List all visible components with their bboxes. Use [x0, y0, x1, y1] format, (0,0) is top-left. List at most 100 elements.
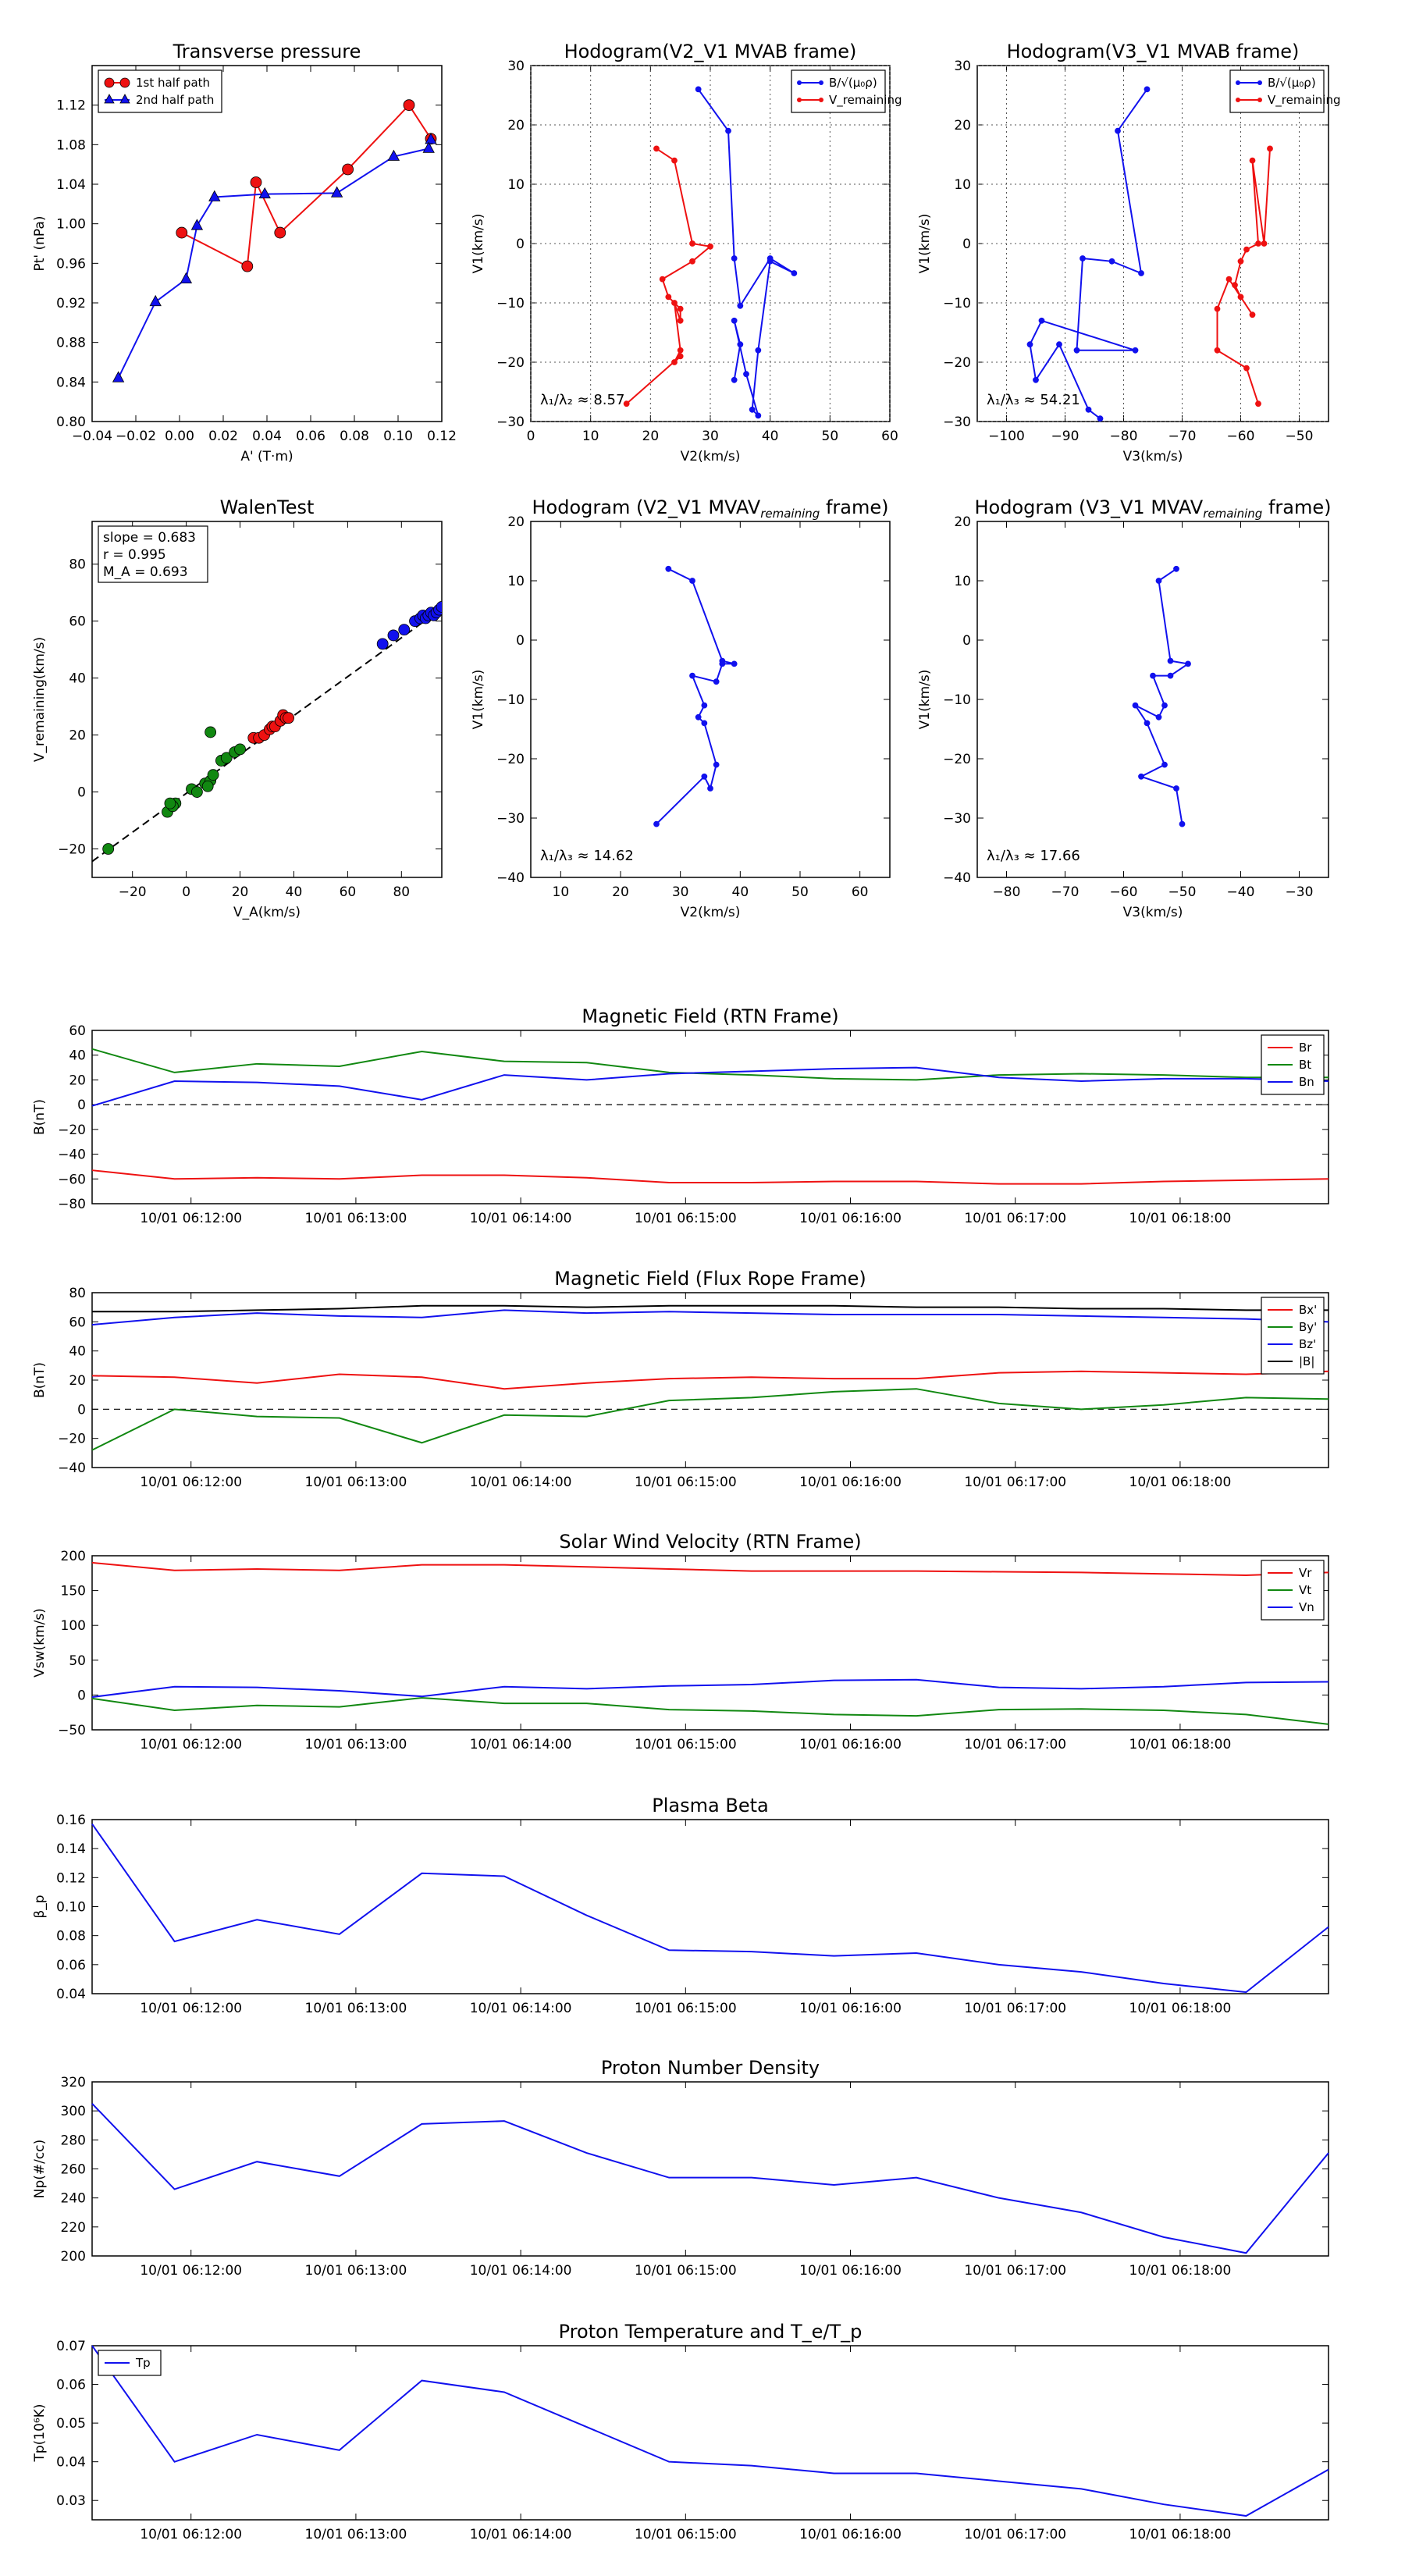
- y-tick-label: −30: [943, 811, 971, 827]
- series-line: [1133, 568, 1190, 824]
- data-point: [1167, 657, 1174, 664]
- data-point: [234, 743, 246, 756]
- x-tick-label: 30: [672, 884, 689, 900]
- series-line: [1029, 88, 1148, 419]
- legend-marker: [819, 80, 823, 85]
- data-point: [1115, 127, 1121, 134]
- y-tick-label: 10: [507, 574, 525, 589]
- x-tick-label: −20: [119, 884, 147, 900]
- data-point: [659, 276, 666, 283]
- data-point: [112, 371, 125, 382]
- x-tick-label: −50: [1168, 884, 1197, 900]
- time-tick-label: 10/01 06:14:00: [470, 1737, 572, 1752]
- data-point: [398, 624, 411, 636]
- legend-marker: [104, 94, 115, 104]
- x-tick-label: 40: [762, 429, 779, 444]
- proton-temperature-chart: Proton Temperature and T_e/T_p Tp(10⁶K) 0.…: [32, 2321, 1329, 2542]
- x-tick-label: 0.02: [208, 429, 238, 444]
- legend-marker: [1257, 80, 1262, 85]
- data-point: [743, 371, 749, 378]
- stats-line: r = 0.995: [103, 547, 166, 563]
- legend: B/√(μ₀ρ) V_remaining: [791, 69, 902, 113]
- chart-title-subscript: remaining: [1203, 507, 1262, 521]
- y-tick-label: 0.04: [56, 1987, 86, 2002]
- y-tick-label: 60: [69, 1023, 86, 1039]
- x-tick-label: 0.00: [165, 429, 194, 444]
- time-tick-label: 10/01 06:15:00: [635, 1475, 737, 1490]
- chart-title-text: Solar Wind Velocity (RTN Frame): [559, 1531, 861, 1553]
- data-point: [1161, 702, 1168, 709]
- chart-title-text: Plasma Beta: [652, 1795, 768, 1816]
- y-axis-label: Tp(10⁶K): [32, 2403, 48, 2462]
- y-tick-label: 0.14: [56, 1841, 86, 1857]
- x-tick-label: 20: [232, 884, 249, 900]
- data-point: [342, 163, 354, 176]
- y-tick-label: 0: [77, 785, 86, 801]
- y-tick-label: 1.00: [56, 217, 86, 233]
- stats-line: M_A = 0.693: [103, 564, 188, 580]
- data-point: [1255, 240, 1261, 247]
- data-point: [1155, 713, 1162, 720]
- y-tick-label: 20: [69, 1073, 86, 1088]
- data-point: [665, 294, 672, 301]
- data-point: [707, 785, 713, 792]
- y-tick-label: 300: [61, 2104, 86, 2119]
- stats-box: [98, 525, 208, 583]
- data-point: [1150, 672, 1156, 679]
- y-tick-label: 20: [507, 118, 525, 133]
- legend-label: Bt: [1299, 1058, 1311, 1072]
- x-tick-label: 20: [612, 884, 629, 900]
- data-point: [176, 226, 188, 239]
- data-point: [258, 187, 271, 199]
- magnetic-field-rtn-chart: Magnetic Field (RTN Frame) B(nT) −80 −60 −40…: [32, 1005, 1329, 1226]
- time-tick-label: 10/01 06:17:00: [964, 2527, 1066, 2542]
- data-point: [719, 660, 726, 667]
- y-tick-label: 60: [69, 614, 86, 630]
- data-point: [755, 347, 762, 354]
- legend-label: Vn: [1299, 1600, 1314, 1614]
- data-point: [250, 176, 262, 188]
- data-point: [689, 672, 695, 679]
- data-point: [102, 843, 115, 855]
- data-point: [164, 797, 176, 809]
- chart-title-subscript: remaining: [760, 507, 820, 521]
- data-point: [1085, 406, 1092, 413]
- data-point: [1179, 820, 1186, 827]
- time-tick-label: 10/01 06:13:00: [305, 1475, 407, 1490]
- series-line: [1216, 148, 1271, 404]
- x-axis-label: V3(km/s): [1123, 449, 1183, 464]
- x-tick-label: −80: [993, 884, 1021, 900]
- y-tick-label: 200: [61, 1549, 86, 1564]
- time-tick-label: 10/01 06:18:00: [1129, 2001, 1232, 2016]
- plot-frame: [91, 1030, 1329, 1204]
- y-tick-label: 0.08: [56, 1929, 86, 1944]
- x-tick-label: −0.02: [116, 429, 156, 444]
- time-tick-label: 10/01 06:12:00: [140, 1211, 242, 1226]
- legend-label: B/√(μ₀ρ): [1268, 76, 1316, 90]
- y-tick-label: 0.16: [56, 1813, 86, 1828]
- time-tick-label: 10/01 06:15:00: [635, 2263, 737, 2279]
- data-point: [436, 601, 442, 613]
- y-tick-label: 10: [954, 574, 971, 589]
- data-point: [1225, 276, 1232, 283]
- y-tick-label: −80: [58, 1197, 86, 1212]
- time-tick-label: 10/01 06:17:00: [964, 1475, 1066, 1490]
- y-tick-label: 80: [69, 557, 86, 573]
- y-axis-label: Pt' (nPa): [32, 216, 48, 272]
- series-line: [117, 139, 432, 379]
- chart-title: Proton Temperature and T_e/T_p: [559, 2321, 863, 2343]
- x-tick-label: 0.12: [427, 429, 457, 444]
- y-tick-label: −30: [496, 811, 525, 827]
- y-tick-label: 0.84: [56, 375, 86, 390]
- y-tick-label: 0.92: [56, 296, 86, 311]
- y-tick-label: 20: [954, 514, 971, 530]
- time-tick-label: 10/01 06:14:00: [470, 1475, 572, 1490]
- y-tick-label: −20: [943, 752, 971, 767]
- series-line: [697, 88, 795, 418]
- walen-test-chart: WalenTest V_remaining(km/s) −20 0 20 40 60 80 −2…: [32, 496, 443, 920]
- y-tick-label: −10: [943, 296, 971, 311]
- y-tick-label: 0.10: [56, 1900, 86, 1916]
- x-tick-label: 30: [702, 429, 719, 444]
- y-tick-label: 200: [61, 2249, 86, 2265]
